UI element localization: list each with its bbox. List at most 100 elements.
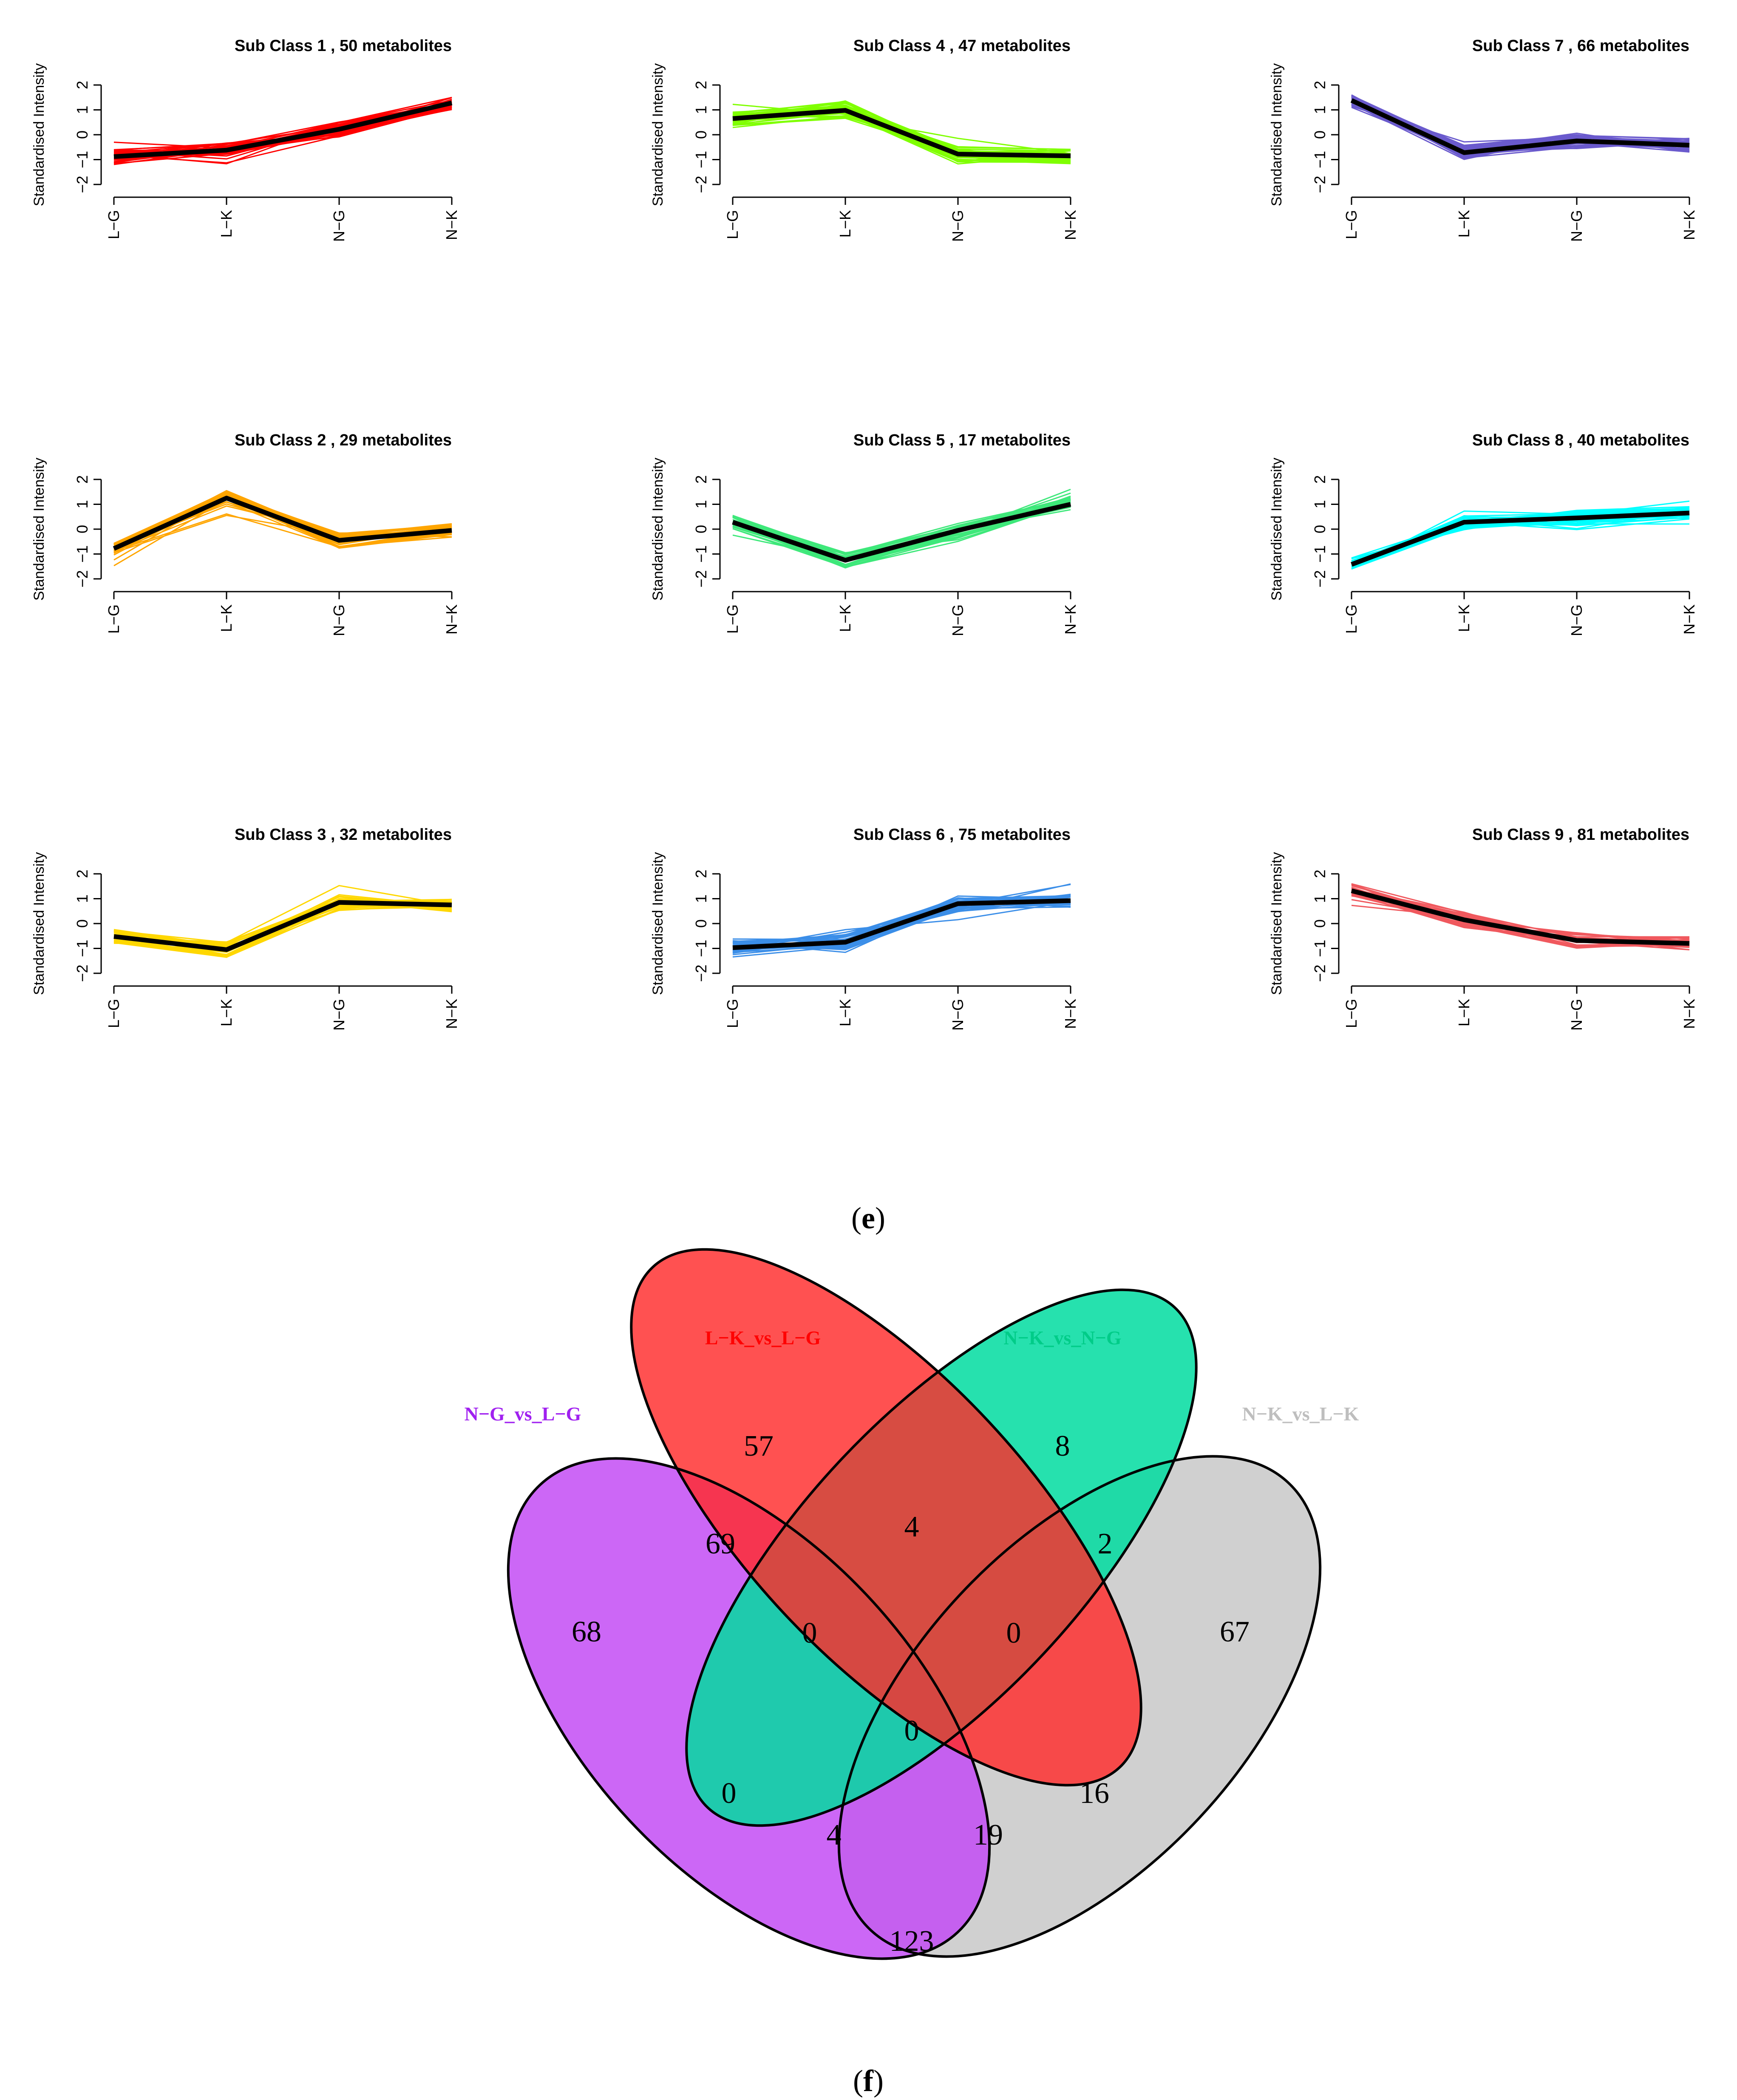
y-axis-label: Standardised Intensity [31,852,47,995]
panel-title: Sub Class 8 , 40 metabolites [1472,431,1689,449]
y-tick-label: 2 [692,475,710,484]
mean-profile-line [113,900,452,952]
y-tick-label: 1 [692,500,710,508]
y-tick-label: 2 [1311,475,1329,484]
y-tick-label: −2 [74,176,91,193]
venn-diagram: N−G_vs_L−G L−K_vs_L−G N−K_vs_N−G N−K_vs_L−K… [465,1248,1359,1960]
y-tick-label: 2 [692,870,710,878]
mean-profile-line [1351,510,1690,567]
venn-count-cd: 2 [1098,1528,1113,1560]
mean-profile-line [1351,888,1690,946]
y-tick-label: 1 [74,894,91,903]
venn-count-bc: 4 [904,1511,919,1543]
y-tick-label: −1 [1311,545,1329,563]
x-tick-label: L−G [1343,999,1360,1028]
venn-count-c: 8 [1055,1430,1070,1462]
venn-count-abcd: 0 [904,1715,919,1747]
y-tick-label: 0 [692,919,710,928]
x-tick-label: L−G [1343,210,1360,239]
set-n-k-vs-n-g-label: N−K_vs_N−G [1003,1327,1121,1349]
x-tick-label: L−K [836,604,854,632]
panel-title: Sub Class 3 , 32 metabolites [235,826,452,844]
subclass-panel-2: Sub Class 2 , 29 metabolites Standardised… [31,431,460,636]
x-tick-label: L−K [1455,210,1473,238]
x-tick-label: L−K [218,210,235,238]
x-tick-label: N−G [949,999,966,1031]
y-tick-label: 0 [1311,919,1329,928]
y-tick-label: 0 [1311,130,1329,139]
y-tick-label: 2 [74,81,91,89]
subclass-panel-6: Sub Class 6 , 75 metabolites Standardised… [650,826,1079,1031]
metabolite-trace [732,895,1071,944]
x-tick-label: N−K [1680,604,1698,635]
metabolite-trace [732,489,1071,568]
y-tick-label: 1 [1311,500,1329,508]
caption-f: (f) [853,2064,884,2098]
y-tick-label: −2 [1311,570,1329,587]
x-tick-label: N−G [1568,604,1585,636]
set-n-k-vs-l-k-label: N−K_vs_L−K [1242,1403,1359,1425]
x-tick-label: N−G [330,999,348,1031]
x-tick-label: L−G [105,210,122,239]
x-tick-label: N−K [443,999,460,1029]
metabolite-trace [732,103,1071,162]
y-tick-label: −2 [74,964,91,982]
set-n-k-vs-l-k-outline [837,1455,1322,1958]
venn-count-ac: 0 [722,1777,737,1810]
y-axis-label: Standardised Intensity [650,63,666,206]
y-tick-label: −1 [1311,940,1329,957]
subclass-panel-7: Sub Class 7 , 66 metabolites Standardised… [1269,37,1698,242]
y-tick-label: 2 [1311,870,1329,878]
mean-profile-line [1350,98,1690,155]
y-tick-label: −1 [692,940,710,957]
x-tick-label: L−G [105,999,122,1028]
y-axis-label: Standardised Intensity [31,63,47,206]
venn-count-ab: 69 [706,1528,735,1560]
venn-count-bd: 16 [1080,1777,1109,1810]
x-tick-label: L−G [724,210,741,239]
mean-profile-line [113,100,453,159]
x-tick-label: L−G [1343,604,1360,634]
y-tick-label: 2 [1311,81,1329,89]
x-tick-label: L−K [836,210,854,238]
x-tick-label: N−G [330,604,348,636]
metabolite-trace [113,885,452,943]
metabolite-trace [1351,517,1690,570]
panel-title: Sub Class 7 , 66 metabolites [1472,37,1689,55]
caption-e: (e) [851,1201,885,1235]
x-tick-label: N−K [1680,999,1698,1029]
set-n-k-vs-n-g-outline [685,1288,1198,1827]
mean-profile-line [732,502,1071,563]
panel-title: Sub Class 2 , 29 metabolites [235,431,452,449]
metabolite-trace [732,903,1071,951]
x-tick-label: L−G [724,999,741,1028]
y-tick-label: −2 [1311,176,1329,193]
y-tick-label: 0 [74,919,91,928]
set-n-g-vs-l-g-label: N−G_vs_L−G [465,1403,581,1425]
set-l-k-vs-l-g-label: L−K_vs_L−G [705,1327,821,1349]
panel-title: Sub Class 5 , 17 metabolites [853,431,1071,449]
x-tick-label: N−G [949,604,966,636]
y-tick-label: 1 [1311,105,1329,114]
x-tick-label: L−G [724,604,741,634]
y-tick-label: 1 [692,105,710,114]
set-l-k-vs-l-g-fill [631,1249,1141,1785]
y-tick-label: −1 [74,940,91,957]
venn-count-abd: 19 [973,1819,1003,1851]
x-tick-label: N−G [949,210,966,242]
subclass-panel-8: Sub Class 8 , 40 metabolites Standardised… [1269,431,1698,636]
y-tick-label: −2 [692,570,710,587]
panel-title: Sub Class 9 , 81 metabolites [1472,826,1689,844]
y-axis-label: Standardised Intensity [650,458,666,601]
y-tick-label: −2 [692,964,710,982]
set-l-k-vs-l-g-outline [630,1248,1142,1787]
x-tick-label: N−G [1568,999,1585,1031]
y-tick-label: 2 [74,475,91,484]
x-tick-label: N−G [330,210,348,242]
y-axis-label: Standardised Intensity [650,852,666,995]
panel-title: Sub Class 1 , 50 metabolites [235,37,452,55]
y-axis-label: Standardised Intensity [31,458,47,601]
y-tick-label: −1 [692,151,710,168]
venn-count-ad: 123 [890,1925,934,1958]
